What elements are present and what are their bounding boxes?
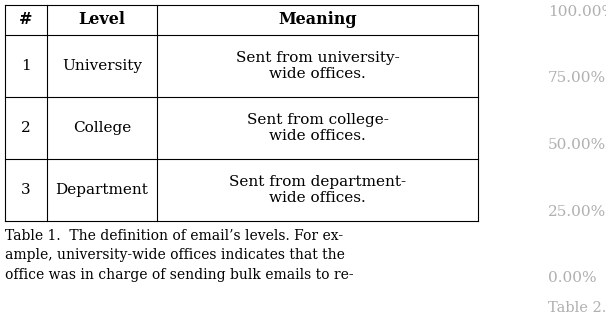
Text: Sent from university-
wide offices.: Sent from university- wide offices. [236,51,399,81]
Text: Level: Level [79,11,125,29]
Text: 50.00%: 50.00% [548,138,606,152]
Text: University: University [62,59,142,73]
Text: 75.00%: 75.00% [548,71,606,85]
Text: Table 2.: Table 2. [548,301,606,315]
Text: 1: 1 [21,59,31,73]
Text: #: # [19,11,33,29]
Text: Sent from department-
wide offices.: Sent from department- wide offices. [229,175,406,205]
Text: 3: 3 [21,183,31,197]
Text: Table 1.  The definition of email’s levels. For ex-
ample, university-wide offic: Table 1. The definition of email’s level… [5,229,354,282]
Text: Department: Department [56,183,148,197]
Text: 25.00%: 25.00% [548,205,606,219]
Text: 100.00%: 100.00% [548,5,606,19]
Text: Meaning: Meaning [278,11,357,29]
Text: College: College [73,121,131,135]
Text: 2: 2 [21,121,31,135]
Text: Sent from college-
wide offices.: Sent from college- wide offices. [247,113,388,143]
Text: 0.00%: 0.00% [548,271,597,285]
